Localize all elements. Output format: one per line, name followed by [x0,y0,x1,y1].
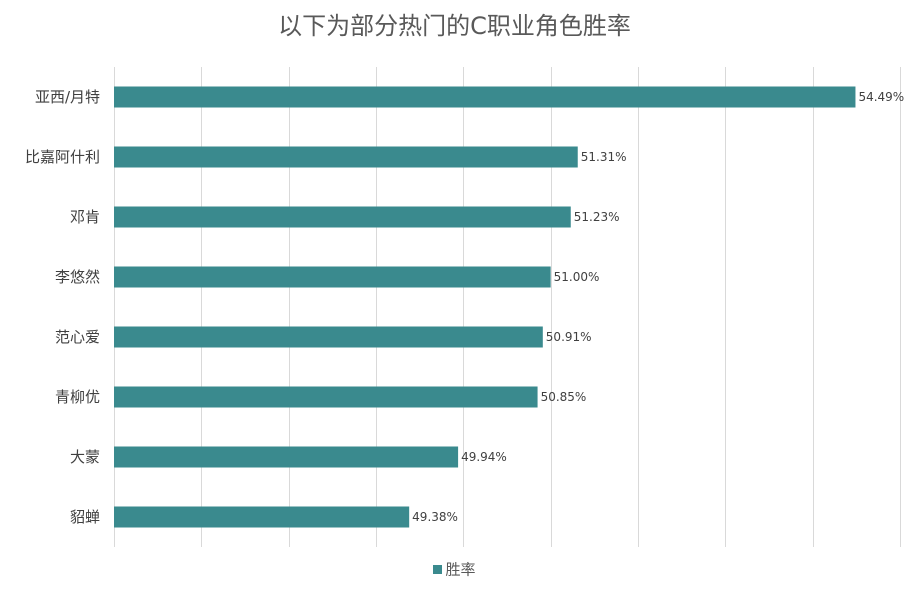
category-label: 李悠然 [55,268,100,286]
legend-label: 胜率 [445,560,476,579]
value-label: 51.23% [574,210,620,224]
category-label: 范心爱 [55,328,100,346]
value-label: 54.49% [858,90,904,104]
value-labels: 54.49% 51.31% 51.23% 51.00% 50.91% 50.85% 49.9… [412,90,904,524]
category-label: 青柳优 [55,388,100,406]
bar [114,266,551,288]
category-label: 貂蝉 [70,508,100,526]
value-label: 50.85% [541,390,587,404]
category-label: 大蒙 [70,448,100,466]
chart-title: 以下为部分热门的C职业角色胜率 [278,12,631,40]
value-label: 49.38% [412,510,458,524]
bar [114,146,578,168]
bar [114,446,459,468]
value-label: 51.31% [581,150,627,164]
bar [114,506,410,528]
gridlines [114,67,901,547]
value-label: 50.91% [546,330,592,344]
legend-swatch [433,565,443,574]
bar [114,206,571,228]
bar [114,386,538,408]
category-label: 亚西/月特 [35,88,100,106]
category-label: 邓肯 [70,208,100,226]
bars [114,86,856,528]
bar [114,86,856,108]
legend: 胜率 [0,558,909,581]
value-label: 51.00% [554,270,600,284]
category-label: 比嘉阿什利 [25,148,100,166]
bar [114,326,543,348]
value-label: 49.94% [461,450,507,464]
